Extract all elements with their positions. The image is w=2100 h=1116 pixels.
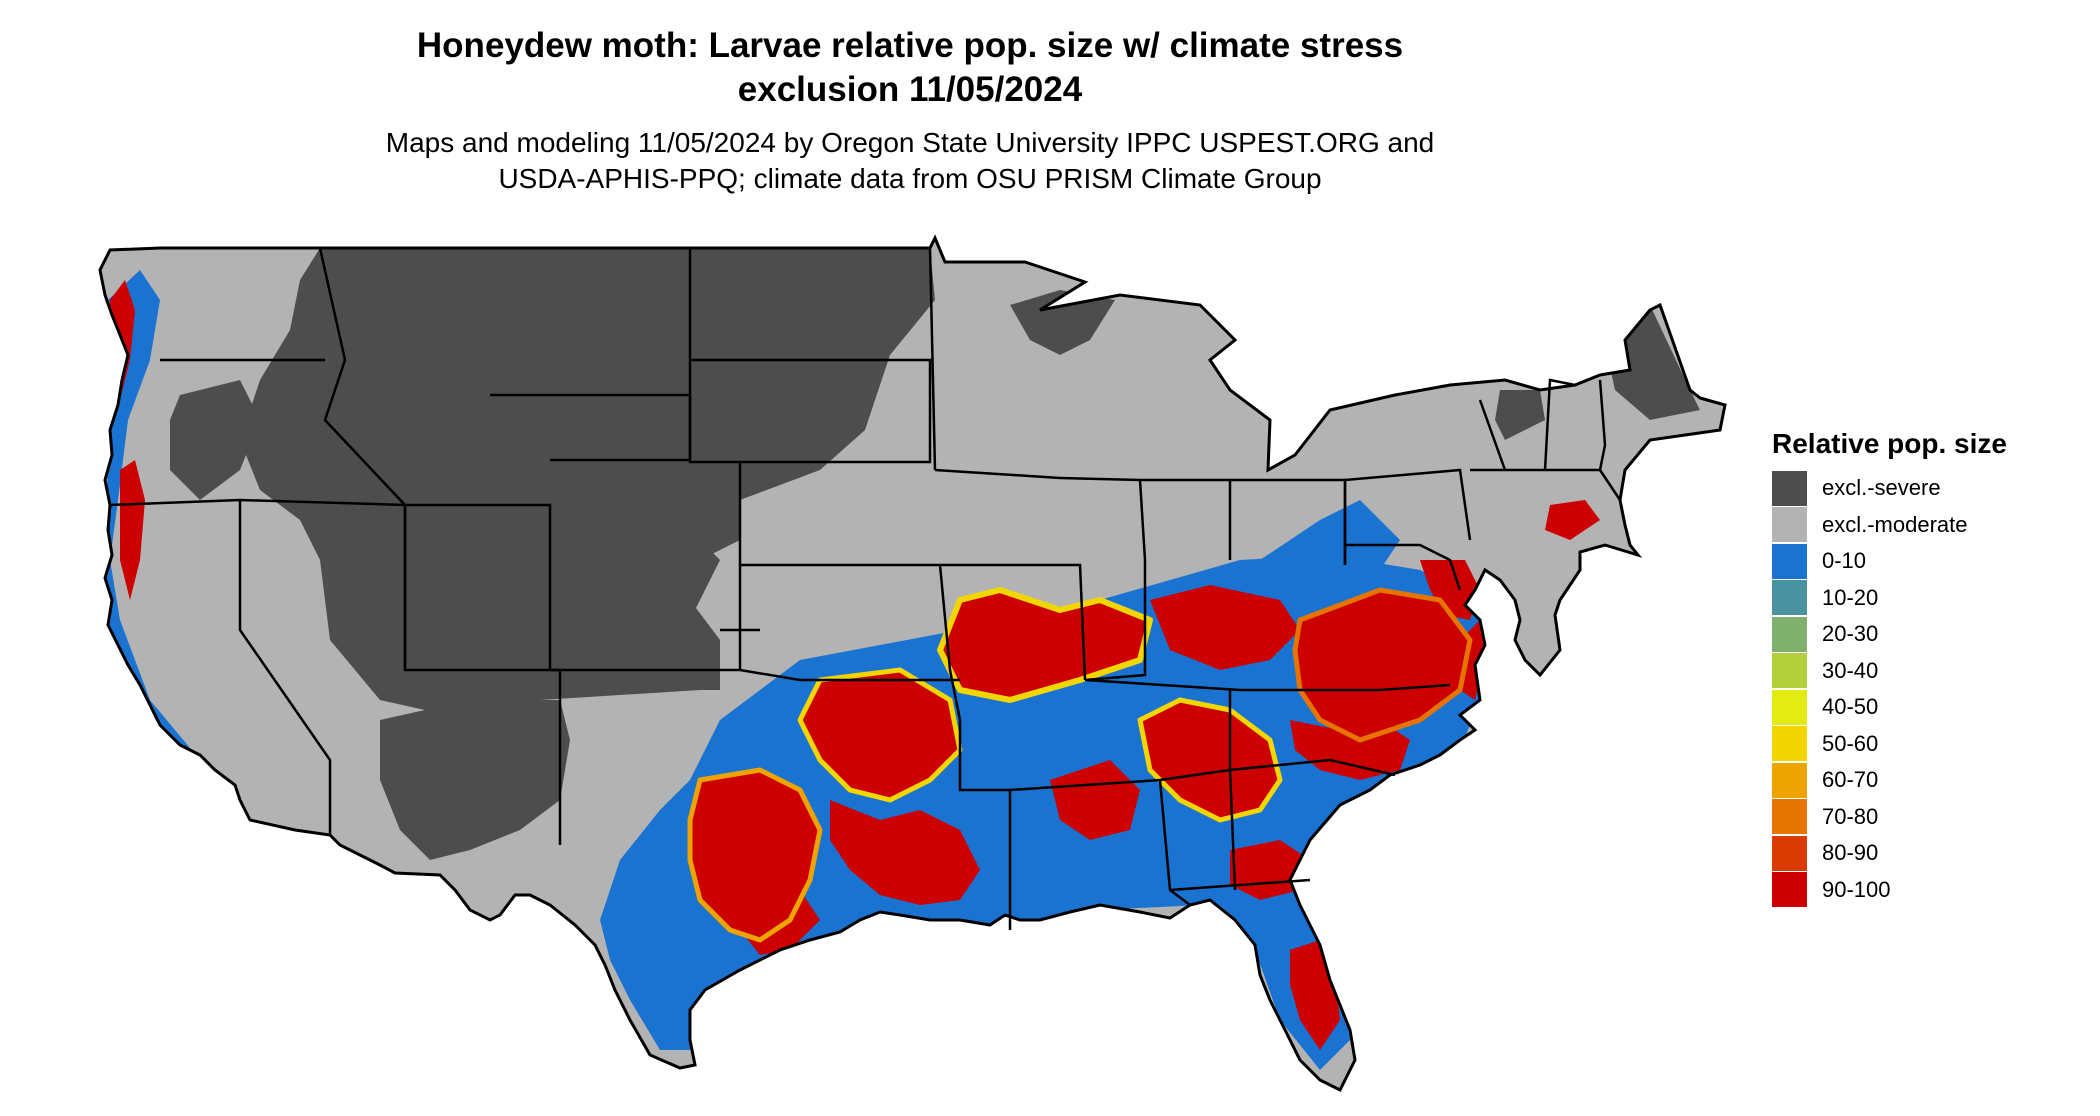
high-suitability-regions (110, 280, 1600, 1050)
legend-label: 50-60 (1822, 730, 1879, 756)
legend-item: 20-30 (1772, 616, 2007, 653)
map-fill-layer (100, 238, 1725, 1090)
legend-item: 30-40 (1772, 653, 2007, 690)
legend-label: 40-50 (1822, 694, 1879, 720)
legend-swatch (1772, 835, 1807, 871)
legend-label: 70-80 (1822, 803, 1879, 829)
legend-title: Relative pop. size (1772, 428, 2007, 459)
state-boundaries (98, 236, 1727, 1092)
legend-swatch (1772, 689, 1807, 725)
legend-item: 90-100 (1772, 872, 2007, 909)
title-line-2: exclusion 11/05/2024 (737, 70, 1083, 109)
legend-swatch (1772, 543, 1807, 579)
legend-label: 10-20 (1822, 584, 1879, 610)
legend-item: 70-80 (1772, 799, 2007, 836)
legend-swatch (1772, 653, 1807, 689)
legend-label: excl.-moderate (1822, 511, 1968, 537)
legend-item: 0-10 (1772, 543, 2007, 580)
map-title: Honeydew moth: Larvae relative pop. size… (0, 24, 1820, 112)
legend-swatch (1772, 726, 1807, 762)
legend-label: 60-70 (1822, 767, 1879, 793)
moderate-base (100, 238, 1725, 1090)
legend-item: 80-90 (1772, 835, 2007, 872)
map-subtitle: Maps and modeling 11/05/2024 by Oregon S… (0, 125, 1820, 197)
subtitle-line-2: USDA-APHIS-PPQ; climate data from OSU PR… (498, 163, 1322, 194)
legend-label: 30-40 (1822, 657, 1879, 683)
legend-label: 80-90 (1822, 840, 1879, 866)
severe-exclusion-regions (170, 248, 1700, 860)
legend-item: excl.-severe (1772, 470, 2007, 507)
legend-swatch (1772, 872, 1807, 908)
legend-swatch (1772, 616, 1807, 652)
title-line-1: Honeydew moth: Larvae relative pop. size… (416, 26, 1404, 65)
legend-swatch (1772, 762, 1807, 798)
legend-label: 20-30 (1822, 621, 1879, 647)
legend-label: 0-10 (1822, 548, 1867, 574)
legend-label: excl.-severe (1822, 475, 1941, 501)
us-map (98, 236, 1727, 1092)
legend-items: excl.-severe excl.-moderate 0-10 10-20 20-30… (1772, 470, 2007, 908)
legend-label: 90-100 (1822, 876, 1891, 902)
legend-swatch (1772, 470, 1807, 506)
legend-swatch (1772, 507, 1807, 543)
legend-item: 60-70 (1772, 762, 2007, 799)
legend: Relative pop. size excl.-severe excl.-mod… (1772, 428, 2007, 908)
subtitle-line-1: Maps and modeling 11/05/2024 by Oregon S… (385, 127, 1435, 158)
mid-suitability-fringes (687, 587, 1473, 943)
legend-swatch (1772, 799, 1807, 835)
legend-item: 10-20 (1772, 580, 2007, 617)
legend-item: 50-60 (1772, 726, 2007, 763)
legend-item: excl.-moderate (1772, 507, 2007, 544)
legend-swatch (1772, 580, 1807, 616)
legend-item: 40-50 (1772, 689, 2007, 726)
